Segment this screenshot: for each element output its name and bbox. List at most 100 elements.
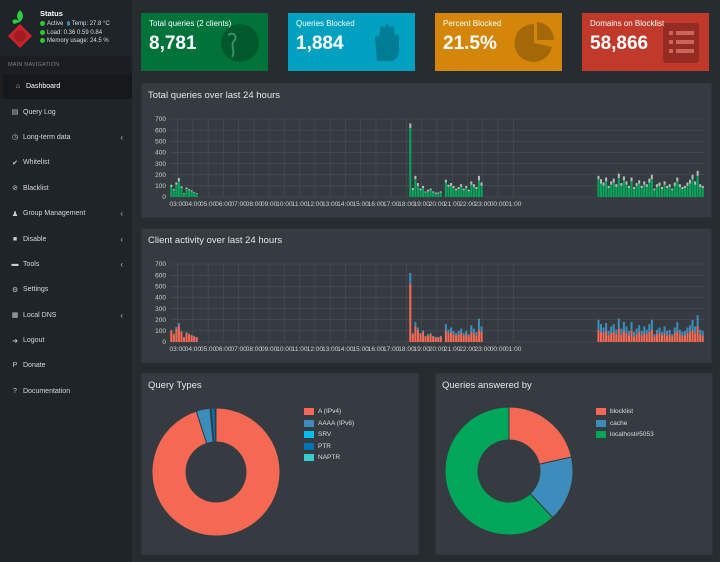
total-queries-bar-blocked[interactable] — [612, 178, 615, 183]
total-queries-bar-permitted[interactable] — [615, 186, 618, 197]
client-activity-bar-client2[interactable] — [699, 329, 702, 335]
client-activity-bar-client1[interactable] — [421, 331, 425, 342]
client-activity-bar-client1[interactable] — [638, 331, 641, 342]
query-types-legend-item[interactable]: A (IPv4) — [304, 406, 354, 418]
client-activity-bar-client2[interactable] — [633, 331, 636, 337]
client-activity-bar-client2[interactable] — [605, 323, 608, 331]
client-activity-bar-client1[interactable] — [678, 334, 681, 342]
total-queries-bar-permitted[interactable] — [643, 184, 646, 197]
client-activity-bar-client2[interactable] — [696, 315, 699, 327]
total-queries-bar-permitted[interactable] — [172, 190, 175, 197]
total-queries-bar-permitted[interactable] — [635, 185, 638, 197]
total-queries-bar-blocked[interactable] — [452, 185, 455, 189]
client-activity-bar-client1[interactable] — [666, 335, 669, 342]
total-queries-bar-permitted[interactable] — [661, 189, 664, 197]
total-queries-bar-blocked[interactable] — [602, 182, 605, 186]
client-activity-bar-client2[interactable] — [175, 326, 178, 329]
client-activity-bar-client2[interactable] — [472, 328, 475, 334]
total-queries-bar-permitted[interactable] — [701, 188, 704, 197]
client-activity-bar-client2[interactable] — [467, 334, 470, 337]
client-activity-bar-client2[interactable] — [452, 330, 455, 335]
client-activity-bar-client2[interactable] — [437, 336, 440, 338]
total-queries-bar-blocked[interactable] — [439, 191, 442, 193]
client-activity-bar-client2[interactable] — [439, 335, 442, 337]
total-queries-bar-permitted[interactable] — [699, 186, 702, 197]
client-activity-bar-client2[interactable] — [650, 319, 653, 330]
total-queries-bar-blocked[interactable] — [429, 188, 432, 191]
total-queries-bar-blocked[interactable] — [432, 191, 435, 193]
total-queries-bar-permitted[interactable] — [452, 188, 455, 197]
total-queries-bar-permitted[interactable] — [421, 188, 425, 197]
total-queries-bar-permitted[interactable] — [694, 184, 697, 197]
sidebar-item-group-management[interactable]: ♟ Group Management ‹ — [0, 201, 132, 226]
client-activity-bar-client1[interactable] — [449, 331, 453, 342]
client-activity-bar-client2[interactable] — [170, 329, 173, 331]
client-activity-bar-client2[interactable] — [668, 329, 671, 335]
total-queries-bar-permitted[interactable] — [188, 190, 191, 197]
client-activity-bar-client1[interactable] — [686, 333, 689, 342]
client-activity-bar-client1[interactable] — [645, 334, 648, 342]
query-types-slice-naptr[interactable] — [214, 407, 217, 443]
client-activity-bar-client2[interactable] — [177, 323, 180, 326]
total-queries-bar-permitted[interactable] — [470, 184, 473, 197]
total-queries-bar-permitted[interactable] — [444, 182, 447, 197]
total-queries-bar-permitted[interactable] — [653, 190, 656, 197]
client-activity-bar-client2[interactable] — [432, 335, 435, 337]
total-queries-bar-permitted[interactable] — [640, 188, 643, 197]
total-queries-bar-blocked[interactable] — [480, 182, 483, 186]
client-activity-bar-client1[interactable] — [444, 330, 447, 342]
total-queries-bar-blocked[interactable] — [683, 185, 686, 189]
total-queries-bar-permitted[interactable] — [449, 185, 453, 197]
sidebar-item-tools[interactable]: ▬ Tools ‹ — [0, 252, 132, 277]
client-activity-bar-client2[interactable] — [172, 333, 175, 335]
client-activity-bar-client1[interactable] — [170, 330, 173, 342]
client-activity-bar-client1[interactable] — [409, 284, 412, 342]
total-queries-bar-permitted[interactable] — [170, 186, 173, 197]
total-queries-bar-permitted[interactable] — [625, 184, 628, 197]
total-queries-bar-blocked[interactable] — [177, 178, 180, 182]
total-queries-bar-blocked[interactable] — [615, 184, 618, 187]
client-activity-bar-client1[interactable] — [182, 337, 186, 342]
client-activity-bar-client1[interactable] — [683, 335, 686, 342]
total-queries-bar-permitted[interactable] — [678, 186, 681, 197]
query-types-legend-item[interactable]: AAAA (IPv6) — [304, 418, 354, 430]
client-activity-bar-client2[interactable] — [686, 327, 689, 334]
client-activity-bar-client2[interactable] — [676, 321, 679, 331]
total-queries-bar-permitted[interactable] — [688, 183, 692, 197]
client-activity-bar-client1[interactable] — [640, 335, 643, 342]
total-queries-bar-permitted[interactable] — [663, 184, 666, 197]
client-activity-bar-client2[interactable] — [645, 329, 648, 335]
client-activity-bar-client1[interactable] — [477, 329, 480, 342]
client-activity-bar-client1[interactable] — [610, 333, 613, 342]
client-activity-bar-client1[interactable] — [648, 331, 651, 342]
total-queries-bar-permitted[interactable] — [605, 181, 608, 197]
sidebar-item-documentation[interactable]: ? Documentation — [0, 379, 132, 404]
client-activity-bar-client2[interactable] — [625, 326, 628, 334]
client-activity-bar-client2[interactable] — [627, 330, 631, 336]
total-queries-bar-blocked[interactable] — [673, 182, 676, 186]
client-activity-bar-client2[interactable] — [419, 333, 422, 335]
answered-by-legend-item[interactable]: cache — [596, 418, 654, 430]
total-queries-bar-blocked[interactable] — [686, 182, 689, 186]
client-activity-bar-client1[interactable] — [190, 335, 193, 342]
total-queries-bar-permitted[interactable] — [648, 182, 651, 197]
total-queries-bar-permitted[interactable] — [429, 190, 432, 197]
total-queries-bar-permitted[interactable] — [686, 185, 689, 197]
sidebar-item-query-log[interactable]: ▤ Query Log — [0, 99, 132, 124]
total-queries-bar-blocked[interactable] — [427, 189, 430, 192]
total-queries-bar-blocked[interactable] — [477, 175, 480, 181]
client-activity-bar-client2[interactable] — [449, 327, 453, 332]
client-activity-bar-client1[interactable] — [650, 329, 653, 342]
client-activity-bar-client1[interactable] — [681, 335, 684, 342]
total-queries-bar-blocked[interactable] — [172, 189, 175, 191]
client-activity-bar-client2[interactable] — [475, 331, 478, 336]
client-activity-bar-client1[interactable] — [419, 334, 422, 342]
client-activity-bar-client2[interactable] — [661, 331, 664, 336]
client-activity-bar-client1[interactable] — [467, 336, 470, 342]
total-queries-bar-blocked[interactable] — [658, 182, 661, 186]
client-activity-bar-client1[interactable] — [457, 334, 460, 342]
total-queries-bar-permitted[interactable] — [673, 185, 676, 197]
client-activity-bar-client2[interactable] — [683, 330, 686, 336]
client-activity-bar-client2[interactable] — [480, 326, 483, 332]
total-queries-bar-permitted[interactable] — [638, 183, 641, 197]
